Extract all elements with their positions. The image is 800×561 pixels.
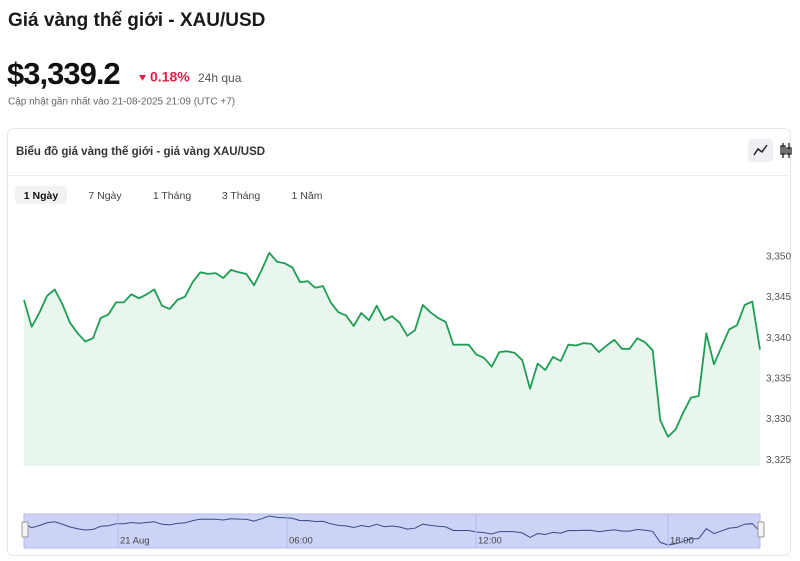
page-title: Giá vàng thế giới - XAU/USD bbox=[8, 10, 265, 31]
navigator-label: 12:00 bbox=[478, 536, 502, 547]
tab[interactable]: 1 Ngày bbox=[24, 190, 59, 202]
tab[interactable]: 7 Ngày bbox=[88, 190, 122, 202]
line-icon bbox=[753, 144, 768, 156]
y-tick-label: 3,345 bbox=[766, 292, 791, 303]
navigator-line bbox=[23, 515, 761, 546]
navigator-handle[interactable] bbox=[757, 521, 765, 538]
tab-selected-bg bbox=[15, 186, 67, 204]
y-tick-label: 3,325 bbox=[766, 455, 791, 466]
navigator-handle[interactable] bbox=[21, 521, 29, 538]
navigator-label: 21 Aug bbox=[120, 536, 150, 547]
tab[interactable]: 3 Tháng bbox=[222, 190, 260, 202]
area-fill bbox=[24, 252, 760, 466]
navigator-label: 18:00 bbox=[670, 536, 694, 547]
plot: 3,325 3,330 3,335 3,340 3,345 3,350 bbox=[23, 251, 791, 466]
y-tick-label: 3,340 bbox=[766, 333, 791, 344]
price-change: 0.18% bbox=[150, 69, 190, 85]
price-line bbox=[23, 251, 761, 438]
tabs: 1 Ngày 7 Ngày 1 Tháng 3 Tháng 1 Năm bbox=[15, 186, 323, 204]
navigator: 21 Aug 06:00 12:00 18:00 bbox=[21, 513, 765, 549]
change-period: 24h qua bbox=[198, 71, 242, 85]
updated-time: Cập nhật gần nhất vào 21-08-2025 21:09 (… bbox=[8, 96, 235, 108]
y-tick-label: 3,350 bbox=[766, 251, 791, 262]
price: $3,339.2 bbox=[7, 56, 120, 91]
down-arrow bbox=[139, 75, 146, 81]
card-title: Biểu đồ giá vàng thế giới - giá vàng XAU… bbox=[16, 146, 265, 158]
tab[interactable]: 1 Năm bbox=[292, 190, 323, 202]
candle-button[interactable] bbox=[780, 143, 792, 158]
y-tick-label: 3,330 bbox=[766, 414, 791, 425]
navigator-label: 06:00 bbox=[289, 536, 313, 547]
y-tick-label: 3,335 bbox=[766, 374, 791, 385]
tab[interactable]: 1 Tháng bbox=[153, 190, 191, 202]
